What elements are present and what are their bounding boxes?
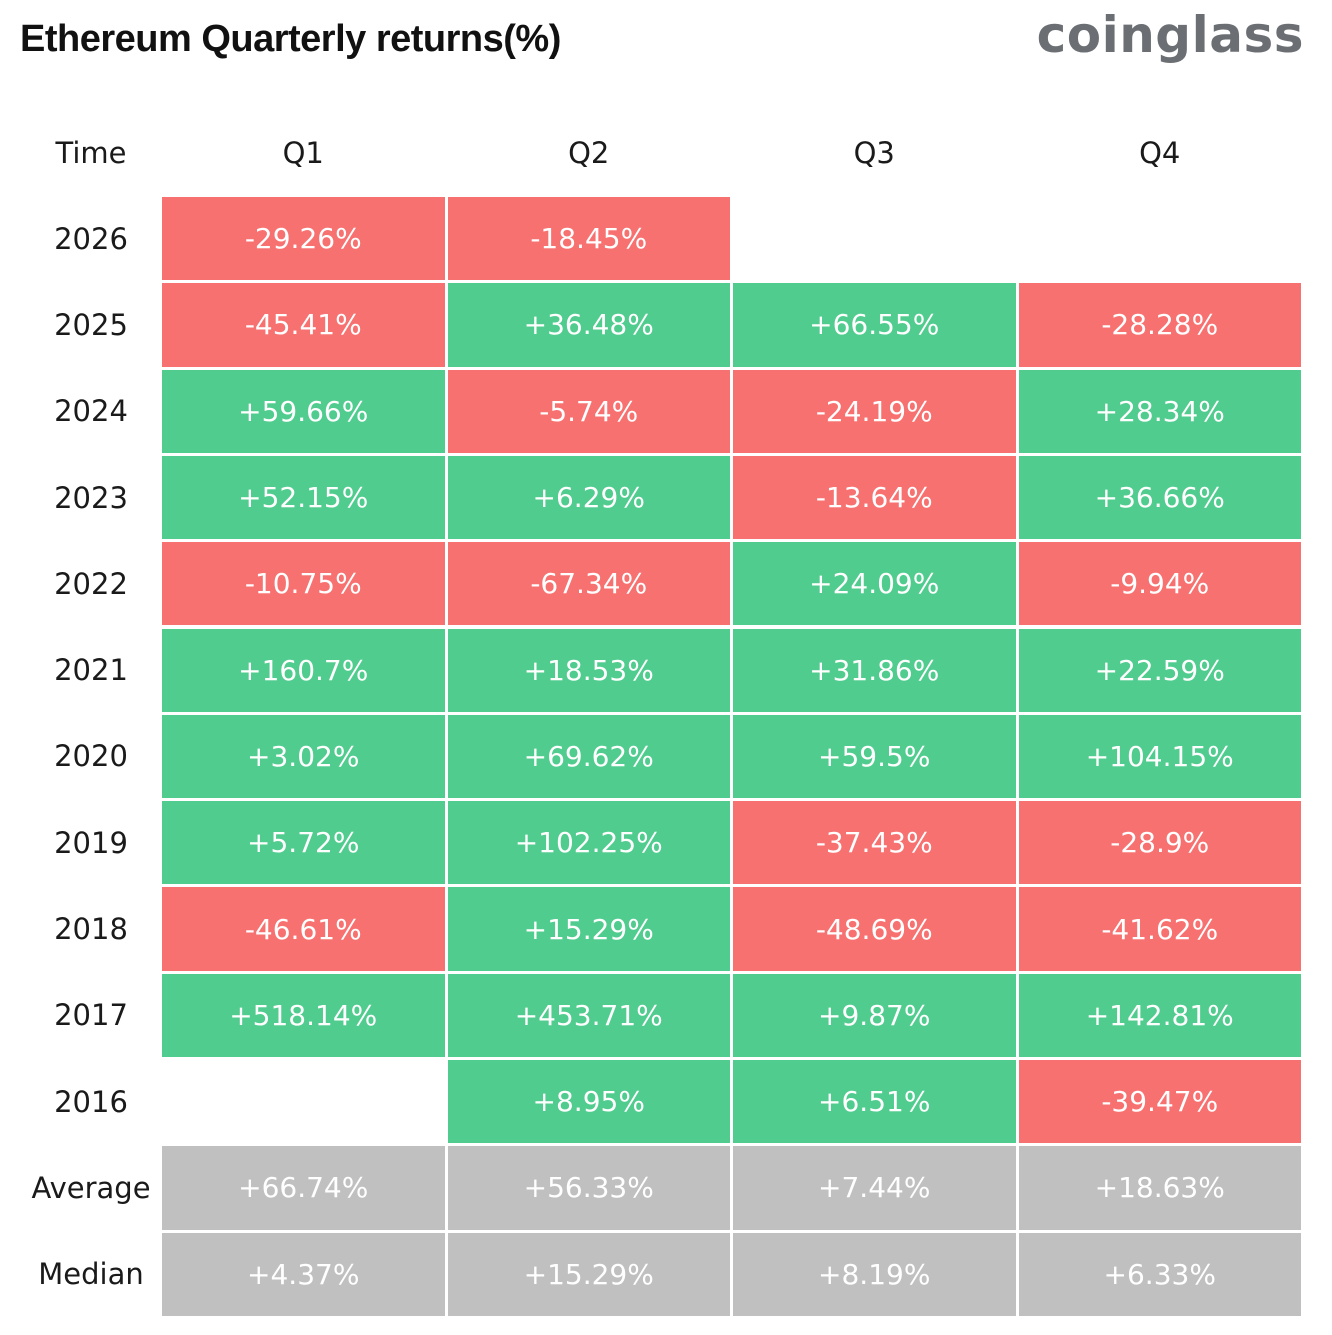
row-label: 2018 bbox=[54, 912, 128, 947]
summary-cell: +56.33% bbox=[447, 1146, 730, 1230]
return-cell: +142.81% bbox=[1018, 973, 1301, 1057]
return-cell: -67.34% bbox=[447, 542, 730, 626]
header-time: Time bbox=[55, 136, 127, 170]
return-cell: +24.09% bbox=[733, 542, 1016, 626]
return-cell: +3.02% bbox=[162, 714, 445, 799]
return-cell: +518.14% bbox=[162, 973, 445, 1057]
return-cell: +52.15% bbox=[162, 455, 445, 540]
return-cell: -13.64% bbox=[733, 455, 1016, 540]
summary-cell: +4.37% bbox=[162, 1232, 445, 1316]
return-cell: +59.66% bbox=[162, 369, 445, 453]
return-cell: +36.66% bbox=[1018, 455, 1301, 540]
summary-cell: +8.19% bbox=[733, 1232, 1016, 1316]
row-label: 2025 bbox=[54, 307, 128, 342]
header-q3: Q3 bbox=[853, 136, 895, 170]
return-cell: +15.29% bbox=[447, 887, 730, 971]
summary-label-median: Median bbox=[38, 1257, 144, 1292]
return-cell: +31.86% bbox=[733, 628, 1016, 712]
return-cell: +102.25% bbox=[447, 801, 730, 885]
return-cell: -10.75% bbox=[162, 542, 445, 626]
row-label: 2017 bbox=[54, 998, 128, 1033]
summary-cell: +6.33% bbox=[1018, 1232, 1301, 1316]
return-cell: -41.62% bbox=[1018, 887, 1301, 971]
row-label: 2016 bbox=[54, 1084, 128, 1119]
return-cell: +453.71% bbox=[447, 973, 730, 1057]
return-cell: -46.61% bbox=[162, 887, 445, 971]
return-cell: +66.55% bbox=[733, 283, 1016, 367]
header-q1: Q1 bbox=[282, 136, 324, 170]
return-cell: -9.94% bbox=[1018, 542, 1301, 626]
return-cell: +59.5% bbox=[733, 714, 1016, 799]
return-cell: +6.51% bbox=[733, 1060, 1016, 1144]
return-cell: -45.41% bbox=[162, 283, 445, 367]
row-label: 2021 bbox=[54, 653, 128, 688]
return-cell: -18.45% bbox=[447, 197, 730, 281]
return-cell: -29.26% bbox=[162, 197, 445, 281]
return-cell: +36.48% bbox=[447, 283, 730, 367]
return-cell: +160.7% bbox=[162, 628, 445, 712]
return-cell: -28.9% bbox=[1018, 801, 1301, 885]
summary-cell: +66.74% bbox=[162, 1146, 445, 1230]
row-label: 2022 bbox=[54, 566, 128, 601]
return-cell: +104.15% bbox=[1018, 714, 1301, 799]
return-cell: +28.34% bbox=[1018, 369, 1301, 453]
return-cell: +9.87% bbox=[733, 973, 1016, 1057]
summary-label-average: Average bbox=[31, 1170, 151, 1205]
return-cell: -37.43% bbox=[733, 801, 1016, 885]
summary-cell: +18.63% bbox=[1018, 1146, 1301, 1230]
return-cell: +6.29% bbox=[447, 455, 730, 540]
row-label: 2024 bbox=[54, 394, 128, 429]
row-label: 2026 bbox=[54, 221, 128, 256]
header-q4: Q4 bbox=[1139, 136, 1181, 170]
return-cell: +22.59% bbox=[1018, 628, 1301, 712]
brand-logo: coinglass bbox=[1036, 6, 1304, 64]
return-cell: -5.74% bbox=[447, 369, 730, 453]
return-cell: +18.53% bbox=[447, 628, 730, 712]
row-label: 2020 bbox=[54, 739, 128, 774]
return-cell: -39.47% bbox=[1018, 1060, 1301, 1144]
header-q2: Q2 bbox=[568, 136, 610, 170]
return-cell: -48.69% bbox=[733, 887, 1016, 971]
return-cell: +69.62% bbox=[447, 714, 730, 799]
summary-cell: +7.44% bbox=[733, 1146, 1016, 1230]
page-title: Ethereum Quarterly returns(%) bbox=[20, 18, 561, 60]
return-cell: +5.72% bbox=[162, 801, 445, 885]
row-label: 2019 bbox=[54, 825, 128, 860]
return-cell: -24.19% bbox=[733, 369, 1016, 453]
summary-cell: +15.29% bbox=[447, 1232, 730, 1316]
return-cell: +8.95% bbox=[447, 1060, 730, 1144]
row-label: 2023 bbox=[54, 480, 128, 515]
return-cell: -28.28% bbox=[1018, 283, 1301, 367]
